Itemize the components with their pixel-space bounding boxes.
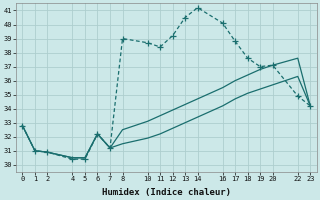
X-axis label: Humidex (Indice chaleur): Humidex (Indice chaleur) <box>102 188 231 197</box>
